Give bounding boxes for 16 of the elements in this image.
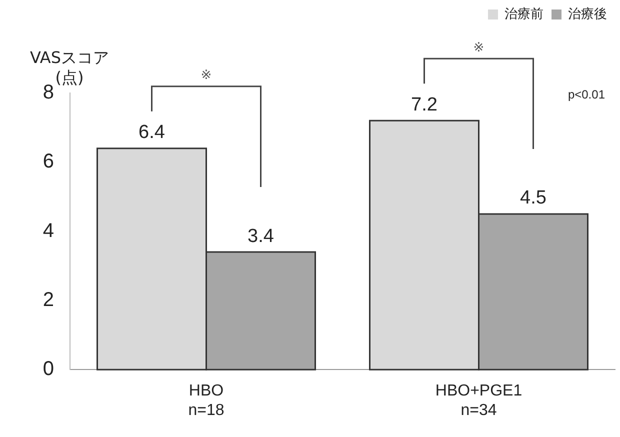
data-label: 3.4 bbox=[248, 226, 274, 247]
y-tick-label: 4 bbox=[42, 220, 54, 242]
y-tick-label: 8 bbox=[42, 82, 54, 104]
data-label: 7.2 bbox=[411, 94, 438, 116]
legend-label: 治療前 bbox=[504, 6, 544, 22]
text: ※ bbox=[200, 68, 212, 84]
text: ※ bbox=[473, 40, 484, 56]
y-tick-label: 6 bbox=[42, 150, 54, 173]
legend-label: 治療後 bbox=[568, 6, 607, 22]
data-label: 6.4 bbox=[138, 122, 166, 144]
x-tick-label: HBO n=18 bbox=[188, 382, 224, 419]
y-tick-label: 0 bbox=[42, 358, 54, 380]
y-tick-label: 2 bbox=[42, 288, 54, 311]
data-label: 4.5 bbox=[520, 188, 546, 209]
annotation: p<0.01 bbox=[568, 87, 606, 102]
x-tick-label: HBO+PGE1 n=34 bbox=[435, 382, 522, 419]
